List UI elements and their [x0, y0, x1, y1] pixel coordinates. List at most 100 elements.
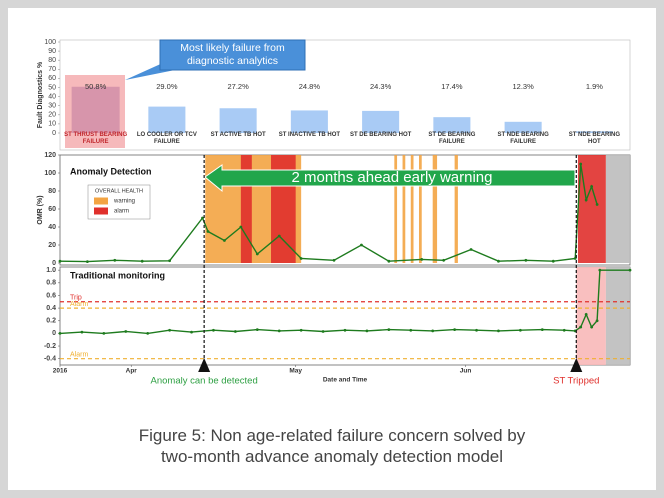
value-label: 24.3% — [370, 82, 392, 91]
data-point — [277, 234, 281, 238]
status-region — [402, 155, 406, 263]
value-label: 12.3% — [512, 82, 534, 91]
threshold-label: Alarm — [70, 301, 88, 308]
callout-text: Most likely failure from diagnostic anal… — [180, 42, 285, 67]
status-region — [240, 155, 252, 263]
y-tick-label: 120 — [44, 152, 56, 159]
event-label: ST Tripped — [553, 376, 599, 387]
data-point — [590, 185, 594, 188]
data-point — [497, 259, 500, 263]
arrow-label: 2 months ahead early warning — [292, 169, 493, 186]
data-point — [168, 259, 172, 263]
y-tick-label: 10 — [48, 121, 56, 128]
status-region — [605, 267, 630, 365]
data-point — [140, 259, 144, 263]
x-tick-label: ST ACTIVE TB HOT — [210, 132, 266, 138]
panel-title: Anomaly Detection — [70, 166, 152, 176]
y-tick-label: 0.8 — [46, 280, 56, 287]
data-point — [206, 230, 210, 233]
data-point — [551, 259, 555, 263]
y-tick-label: 0.2 — [46, 318, 56, 325]
data-point — [58, 259, 62, 263]
data-point — [524, 258, 528, 262]
data-point — [321, 330, 325, 333]
top-frame — [59, 39, 631, 151]
x-tick-label: Jun — [460, 368, 472, 375]
y-tick-label: 0 — [52, 330, 56, 337]
value-label: 50.8% — [85, 82, 107, 91]
status-region — [454, 155, 458, 263]
legend-label: warning — [113, 199, 135, 205]
value-label: 1.9% — [586, 82, 603, 91]
data-point — [469, 248, 473, 251]
data-point — [190, 330, 193, 334]
data-point — [86, 260, 89, 264]
status-region — [418, 155, 422, 263]
legend-swatch — [94, 207, 108, 215]
x-tick-label: LO COOLER OR TCV FAILURE — [136, 132, 197, 145]
x-tick-label: ST NDE BEARING FAILURE — [497, 132, 549, 145]
data-point — [113, 258, 117, 262]
x-tick-label: May — [289, 368, 302, 375]
y-tick-label: 80 — [48, 188, 56, 195]
data-point — [475, 328, 478, 332]
data-point — [584, 198, 588, 202]
data-point — [360, 243, 363, 247]
y-axis-label: Fault Diagnostics % — [37, 61, 44, 128]
data-point — [239, 225, 243, 229]
y-tick-label: 60 — [48, 206, 56, 213]
bar — [433, 117, 471, 133]
data-point — [255, 328, 259, 331]
y-tick-label: 20 — [48, 112, 56, 119]
bar — [290, 110, 328, 133]
y-tick-label: 0 — [52, 260, 56, 267]
data-point — [299, 257, 303, 260]
event-label: Anomaly can be detected — [151, 376, 258, 387]
legend-title: OVERALL HEALTH — [95, 188, 143, 194]
status-region — [410, 155, 414, 263]
x-tick-label: ST NDE BEARING HOT — [568, 132, 621, 145]
threshold-label: Trip — [70, 295, 82, 302]
data-point — [277, 329, 281, 333]
y-tick-label: -0.2 — [44, 343, 56, 350]
y-axis-label: OMR (%) — [37, 195, 44, 224]
event-marker — [198, 358, 211, 372]
data-point — [518, 328, 522, 332]
data-point — [201, 216, 204, 220]
data-point — [332, 258, 336, 262]
caption-line: Figure 5: Non age-related failure concer… — [138, 426, 526, 445]
data-point — [595, 203, 599, 206]
y-tick-label: 50 — [48, 84, 56, 91]
threshold-label: Alarm — [70, 352, 88, 359]
data-point — [168, 328, 172, 332]
data-point — [255, 252, 259, 256]
x-tick-label: Apr — [126, 368, 138, 375]
x-axis-label: Date and Time — [323, 377, 368, 384]
data-point — [212, 328, 215, 332]
status-region — [576, 267, 606, 365]
data-point — [431, 329, 435, 333]
event-marker — [570, 358, 583, 372]
status-region — [432, 155, 438, 263]
value-label: 29.0% — [156, 82, 178, 91]
value-label: 27.2% — [227, 82, 249, 91]
data-point — [223, 239, 226, 242]
y-tick-label: 0.4 — [46, 305, 56, 312]
data-point — [590, 325, 594, 329]
data-point — [233, 330, 237, 333]
caption-line: two-month advance anomaly detection mode… — [160, 447, 504, 466]
y-tick-label: 20 — [48, 242, 56, 249]
data-point — [540, 328, 544, 331]
status-region — [394, 155, 398, 263]
panel-title: Traditional monitoring — [70, 270, 165, 280]
bar — [148, 106, 186, 133]
x-tick-label: ST THRUST BEARING FAILURE — [64, 132, 128, 145]
y-tick-label: 40 — [48, 93, 56, 100]
legend-label: alarm — [114, 209, 129, 215]
y-tick-label: 60 — [48, 75, 56, 82]
data-point — [584, 313, 588, 316]
value-label: 17.4% — [441, 82, 463, 91]
data-point — [497, 329, 500, 333]
